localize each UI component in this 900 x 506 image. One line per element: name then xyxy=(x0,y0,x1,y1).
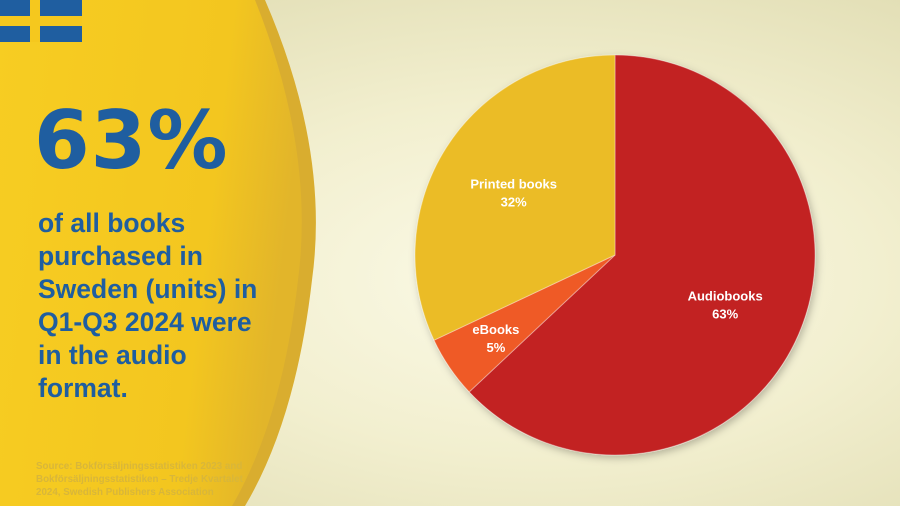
slice-value-label: 5% xyxy=(487,340,506,355)
source-line: Bokförsäljningsstatistiken – Tredje Kvar… xyxy=(36,474,243,485)
headline-line: of all books xyxy=(38,208,186,238)
pie-slice-printed-books xyxy=(414,54,616,341)
headline-line: Q1-Q3 2024 were xyxy=(38,307,252,337)
headline-line: purchased in xyxy=(38,241,203,271)
headline-line: Sweden (units) in xyxy=(38,274,258,304)
source-line: 2024, Swedish Publishers Association xyxy=(36,487,214,498)
source-note: Source: Bokförsäljningsstatistiken 2023 … xyxy=(36,460,296,499)
swedish-flag-icon xyxy=(0,0,82,42)
headline-line: in the audio xyxy=(38,340,187,370)
pie-slice-audiobooks xyxy=(468,54,816,456)
headline-stat: 63% xyxy=(34,94,229,187)
slice-value-label: 63% xyxy=(712,307,738,322)
headline-statement: of all books purchased in Sweden (units)… xyxy=(38,207,308,405)
headline-line: format. xyxy=(38,373,128,403)
slice-category-label: eBooks xyxy=(472,322,519,337)
slice-category-label: Printed books xyxy=(470,177,557,192)
pie-chart: Audiobooks 63% eBooks 5% Printed books 32% xyxy=(414,54,816,456)
slice-category-label: Audiobooks xyxy=(688,289,763,304)
slice-value-label: 32% xyxy=(501,195,527,210)
source-line: Source: Bokförsäljningsstatistiken 2023 … xyxy=(36,461,243,472)
